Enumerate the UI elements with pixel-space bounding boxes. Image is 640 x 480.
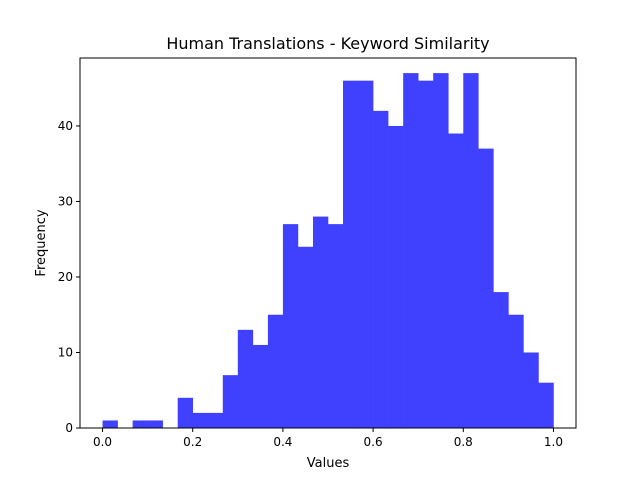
histogram-bar (222, 375, 239, 428)
histogram-bar (192, 412, 209, 428)
histogram-bar (508, 314, 524, 428)
y-tick-label: 30 (58, 194, 73, 208)
bars-group (102, 73, 554, 429)
chart-title: Human Translations - Keyword Similarity (166, 34, 489, 53)
histogram-bar (328, 224, 344, 428)
histogram-bar (388, 125, 404, 429)
x-axis-ticks: 0.0 0.2 0.4 0.6 0.8 1.0 (93, 428, 563, 449)
histogram-bar (343, 80, 359, 428)
histogram-bar (237, 329, 254, 428)
histogram-bar (267, 314, 284, 428)
x-tick-label: 0.6 (364, 435, 383, 449)
histogram-bar (463, 73, 479, 428)
histogram-bar (252, 344, 269, 428)
y-tick-label: 10 (58, 345, 73, 359)
y-axis-label: Frequency (34, 209, 49, 276)
histogram-bar (433, 73, 449, 428)
histogram-bar (403, 73, 419, 428)
histogram-bar (358, 80, 374, 428)
histogram-bar (207, 412, 224, 428)
histogram-bar (448, 133, 464, 429)
x-tick-label: 0.8 (454, 435, 473, 449)
histogram-bar (538, 382, 554, 428)
x-tick-label: 0.4 (273, 435, 292, 449)
y-axis-ticks: 0 10 20 30 40 (58, 119, 80, 435)
plot-frame (79, 57, 577, 429)
histogram-bar (523, 352, 539, 428)
histogram-bar (102, 420, 118, 428)
histogram-bar (132, 420, 148, 428)
histogram-bar (312, 216, 329, 428)
x-tick-label: 0.0 (93, 435, 112, 449)
histogram-bar (418, 80, 434, 428)
histogram-bar (282, 224, 299, 428)
histogram-bar (373, 110, 389, 428)
histogram-bar (147, 420, 163, 428)
histogram-bar (493, 292, 509, 428)
y-tick-label: 20 (58, 270, 73, 284)
x-tick-label: 0.2 (183, 435, 202, 449)
y-tick-label: 40 (58, 119, 73, 133)
x-axis-label: Values (307, 456, 350, 471)
histogram-bar (478, 148, 494, 428)
histogram-bar (297, 246, 314, 428)
x-tick-label: 1.0 (544, 435, 563, 449)
histogram-bar (177, 397, 194, 428)
y-tick-label: 0 (65, 421, 73, 435)
